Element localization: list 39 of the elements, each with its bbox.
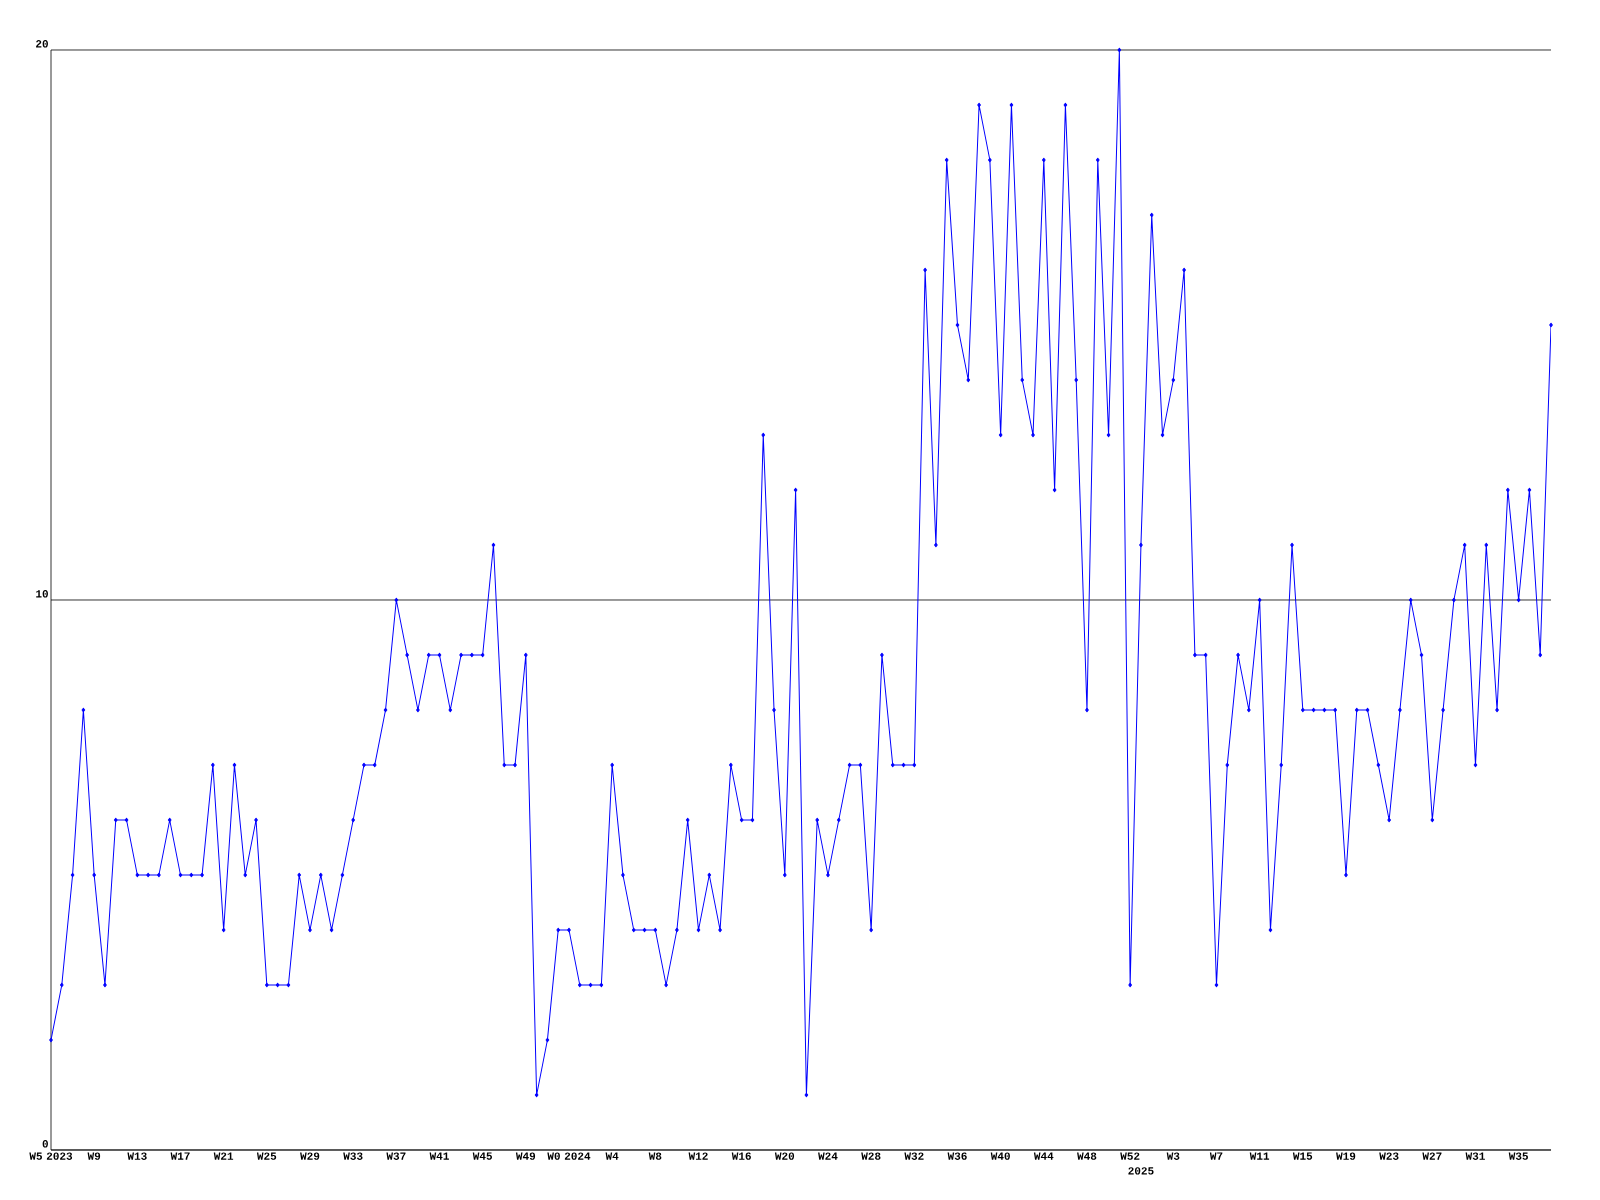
x-tick-label: W3 [1166, 1152, 1180, 1160]
x-tick-label: W27 [1422, 1152, 1442, 1160]
x-tick-label: W45 [472, 1152, 492, 1160]
x-tick-label: W25 [256, 1152, 277, 1160]
x-tick-label: W13 [127, 1152, 147, 1160]
x-tick-label: W52 [1120, 1152, 1140, 1160]
x-tick-label: W4 [605, 1152, 619, 1160]
x-tick-label: W12 [688, 1152, 708, 1160]
y-tick-label: 10 [36, 590, 48, 598]
x-tick-label: 2025 [1128, 1167, 1154, 1175]
x-tick-label: W8 [648, 1152, 662, 1160]
x-tick-label: W33 [343, 1152, 363, 1160]
x-tick-label: W5 2023 [29, 1152, 73, 1160]
x-tick-label: W31 [1465, 1152, 1485, 1160]
x-tick-label: W35 [1508, 1152, 1528, 1160]
x-tick-label: W16 [731, 1152, 751, 1160]
x-tick-label: W36 [947, 1152, 967, 1160]
x-tick-label: W15 [1292, 1152, 1313, 1160]
x-tick-label: W41 [429, 1152, 449, 1160]
x-tick-label: W0 2024 [547, 1152, 591, 1160]
x-tick-label: W32 [904, 1152, 924, 1160]
x-tick-label: W48 [1077, 1152, 1097, 1160]
x-tick-label: W44 [1033, 1152, 1054, 1160]
x-tick-label: W49 [515, 1152, 536, 1160]
x-tick-label: W11 [1249, 1152, 1270, 1160]
x-tick-label: W7 [1209, 1152, 1223, 1160]
x-tick-label: W23 [1379, 1152, 1399, 1160]
x-tick-label: W9 [87, 1152, 101, 1160]
y-tick-label: 20 [36, 40, 48, 48]
x-tick-label: W20 [774, 1152, 795, 1160]
x-tick-label: W37 [386, 1152, 406, 1160]
x-tick-label: W28 [861, 1152, 881, 1160]
x-tick-label: W19 [1336, 1152, 1356, 1160]
x-tick-label: W29 [300, 1152, 320, 1160]
x-tick-label: W40 [990, 1152, 1010, 1160]
y-tick-label: 0 [42, 1140, 48, 1148]
x-tick-label: W21 [213, 1152, 234, 1160]
x-tick-label: W24 [818, 1152, 838, 1160]
x-tick-label: W17 [170, 1152, 190, 1160]
